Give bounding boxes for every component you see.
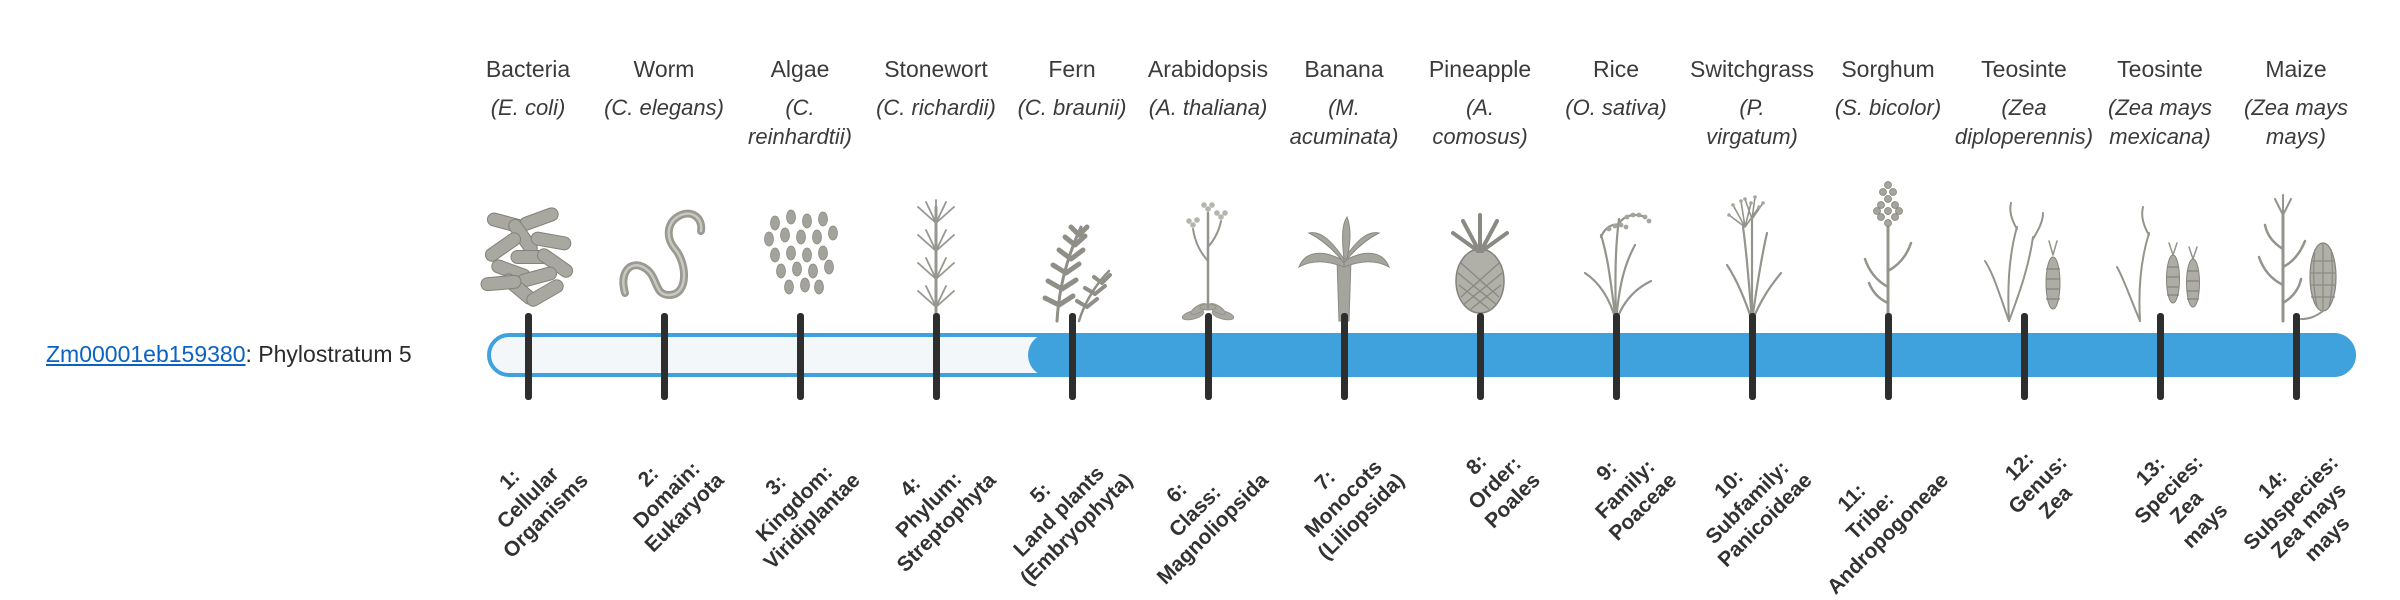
phylostratum-text: : Phylostratum 5 xyxy=(245,341,412,367)
organism-common-name: Banana xyxy=(1304,56,1384,82)
phylostratum-label-12: 12: Genus: Zea xyxy=(2000,447,2077,524)
organism-scientific-name: (A. thaliana) xyxy=(1148,95,1268,120)
timeline-tick xyxy=(1205,313,1212,400)
phylostratum-label-4: 4: Phylum: Streptophyta xyxy=(891,467,1002,577)
timeline-tick xyxy=(2293,313,2300,400)
phylostratum-label-13: 13: Species: Zea mays xyxy=(2129,450,2232,553)
phylostratum-label-7: 7: Monocots (Liliopsida) xyxy=(1300,455,1410,565)
phylostratum-label-11: 11: Tribe: Andropogoneae xyxy=(1823,468,1954,600)
phylostratum-label-9: 9: Family: Poaceae xyxy=(1590,454,1682,546)
organism-scientific-name: (A. comosus) xyxy=(1432,95,1528,149)
timeline-tick xyxy=(661,313,668,400)
organism-common-name: Algae xyxy=(770,56,830,82)
organism-scientific-name: (Zea diploperennis) xyxy=(1954,95,2094,149)
timeline-tick xyxy=(1749,313,1756,400)
organism-scientific-name: (O. sativa) xyxy=(1565,95,1667,120)
phylostratum-label-6: 6: Class: Magnoliopsida xyxy=(1152,468,1274,590)
organism-scientific-name: (M. acuminata) xyxy=(1289,95,1399,149)
organism-common-name: Rice xyxy=(1592,56,1640,82)
maize-icon xyxy=(2241,174,2351,326)
organism-scientific-name: (C. richardii) xyxy=(876,95,996,120)
organism-scientific-name: (Zea mays mays) xyxy=(2244,95,2348,149)
phylostratum-label-8: 8: Order: Poales xyxy=(1462,450,1546,534)
organism-common-name: Bacteria xyxy=(485,56,571,82)
bacteria-icon xyxy=(473,174,583,326)
organism-common-name: Teosinte xyxy=(2117,56,2203,82)
timeline-tick xyxy=(2157,313,2164,400)
timeline-tick xyxy=(1613,313,1620,400)
phylostratum-label-2: 2: Domain: Eukaryota xyxy=(629,457,730,557)
timeline-tick xyxy=(1477,313,1484,400)
phylostratum-label-5: 5: Land plants (Embryophyta) xyxy=(1008,461,1138,590)
stonewort-icon xyxy=(881,174,991,326)
timeline-tick xyxy=(2021,313,2028,400)
timeline-tick xyxy=(1069,313,1076,400)
organism-common-name: Stonewort xyxy=(884,56,988,82)
organism-common-name: Maize xyxy=(2265,56,2327,82)
timeline-tick xyxy=(1885,313,1892,400)
organism-common-name: Worm xyxy=(633,56,695,82)
organism-scientific-name: (C. braunii) xyxy=(1017,95,1127,120)
timeline-tick xyxy=(933,313,940,400)
organism-scientific-name: (C. reinhardtii) xyxy=(748,95,852,149)
organism-scientific-name: (C. elegans) xyxy=(604,95,724,120)
phylostratum-label-3: 3: Kingdom: Viridiplantae xyxy=(751,460,866,575)
organism-scientific-name: (E. coli) xyxy=(490,95,566,120)
pineapple-icon xyxy=(1425,174,1535,326)
worm-icon xyxy=(609,174,719,326)
phylostratum-label-14: 14: Subspecies: Zea mays mays xyxy=(2239,450,2355,567)
organism-scientific-name: (P. virgatum) xyxy=(1706,95,1798,149)
timeline-tick xyxy=(1341,313,1348,400)
fern-icon xyxy=(1017,174,1127,326)
organism-common-name: Pineapple xyxy=(1428,56,1532,82)
gene-phylostratum-label: Zm00001eb159380: Phylostratum 5 xyxy=(46,341,412,368)
phylostratum-bar-fill xyxy=(1028,333,2356,377)
arabidopsis-icon xyxy=(1153,174,1263,326)
organism-common-name: Sorghum xyxy=(1841,56,1935,82)
algae-icon xyxy=(745,174,855,326)
organism-scientific-name: (Zea mays mexicana) xyxy=(2108,95,2212,149)
switchgrass-icon xyxy=(1697,174,1807,326)
sorghum-icon xyxy=(1833,174,1943,326)
rice-icon xyxy=(1561,174,1671,326)
phylostratum-bar xyxy=(487,333,2356,377)
phylostratum-label-1: 1: Cellular Organisms xyxy=(492,462,594,563)
teosinte-mexicana-icon xyxy=(2105,174,2215,326)
organism-common-name: Arabidopsis xyxy=(1147,56,1269,82)
timeline-tick xyxy=(525,313,532,400)
organism-scientific-name: (S. bicolor) xyxy=(1834,95,1942,120)
banana-icon xyxy=(1289,174,1399,326)
organism-common-name: Fern xyxy=(1048,56,1096,82)
organism-common-name: Teosinte xyxy=(1981,56,2067,82)
timeline-tick xyxy=(797,313,804,400)
gene-id-link[interactable]: Zm00001eb159380 xyxy=(46,341,246,367)
organism-common-name: Switchgrass xyxy=(1690,56,1814,82)
teosinte-diploperennis-icon xyxy=(1969,174,2079,326)
